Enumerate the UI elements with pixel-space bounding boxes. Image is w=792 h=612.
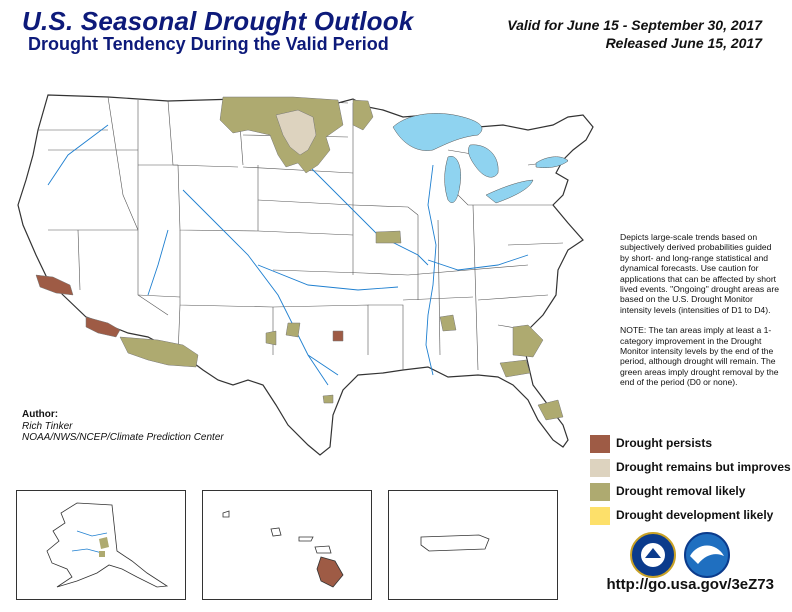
- inset-alaska: [16, 490, 186, 600]
- drought-removal-texas: [322, 394, 334, 404]
- drought-areas: [35, 96, 564, 421]
- lake-huron: [468, 144, 499, 178]
- author-block: Author: Rich Tinker NOAA/NWS/NCEP/Climat…: [22, 409, 224, 444]
- legend-label: Drought persists: [616, 436, 713, 450]
- drought-removal-florida: [537, 399, 564, 421]
- drought-removal-new-mexico: [285, 322, 301, 338]
- note-paragraph: NOTE: The tan areas imply at least a 1-c…: [620, 325, 779, 388]
- drought-removal-oklahoma: [265, 330, 277, 346]
- drought-removal-arizona: [119, 336, 199, 368]
- drought-persists-socal: [35, 274, 74, 296]
- author-name: Rich Tinker: [22, 420, 73, 432]
- legend-swatch: [590, 483, 610, 501]
- inset-puerto-rico: [388, 490, 558, 600]
- lake-superior: [392, 113, 483, 151]
- legend-label: Drought remains but improves: [616, 460, 791, 474]
- puerto-rico-map: [420, 534, 490, 552]
- drought-removal-georgia: [499, 359, 531, 378]
- noaa-logo-icon: [684, 532, 730, 578]
- source-url[interactable]: http://go.usa.gov/3eZ73: [606, 576, 774, 593]
- release-date: Released June 15, 2017: [605, 35, 762, 51]
- drought-persists-arizona-border: [85, 316, 121, 338]
- drought-improves-dakotas: [275, 109, 317, 156]
- rivers: [47, 124, 529, 386]
- outlook-description: Depicts large-scale trends based on subj…: [620, 232, 782, 398]
- alaska-map: [46, 502, 169, 588]
- drought-removal-alaska: [99, 537, 109, 549]
- drought-persists-texas: [332, 330, 344, 342]
- valid-dates: Valid for June 15 - September 30, 2017: [507, 17, 762, 33]
- author-organization: NOAA/NWS/NCEP/Climate Prediction Center: [22, 432, 224, 443]
- map-title: U.S. Seasonal Drought Outlook: [22, 6, 414, 36]
- great-lakes: [392, 113, 569, 204]
- legend-label: Drought development likely: [616, 508, 774, 522]
- hawaii-map: [222, 510, 344, 588]
- noaa-dept-commerce-seal-icon: [630, 532, 676, 578]
- drought-removal-mississippi: [439, 314, 457, 332]
- lake-michigan: [444, 155, 461, 203]
- puerto-rico-outline: [420, 534, 490, 552]
- map-subtitle: Drought Tendency During the Valid Period: [28, 34, 389, 54]
- inset-hawaii: [202, 490, 372, 600]
- conus-drought-map: [17, 94, 594, 456]
- lake-erie: [485, 179, 534, 204]
- drought-removal-northern-plains: [219, 96, 344, 174]
- drought-persists-hawaii: [316, 556, 344, 588]
- legend-swatch: [590, 459, 610, 477]
- drought-removal-iowa: [375, 230, 402, 244]
- drought-removal-minnesota: [352, 99, 374, 131]
- valid-period: Valid for June 15 - September 30, 2017 R…: [507, 16, 762, 52]
- legend-swatch: [590, 435, 610, 453]
- legend-label: Drought removal likely: [616, 484, 746, 498]
- author-label: Author:: [22, 409, 59, 420]
- legend-swatch: [590, 507, 610, 525]
- lake-ontario: [535, 156, 569, 168]
- description-paragraph: Depicts large-scale trends based on subj…: [620, 232, 779, 315]
- drought-removal-carolinas: [512, 324, 544, 358]
